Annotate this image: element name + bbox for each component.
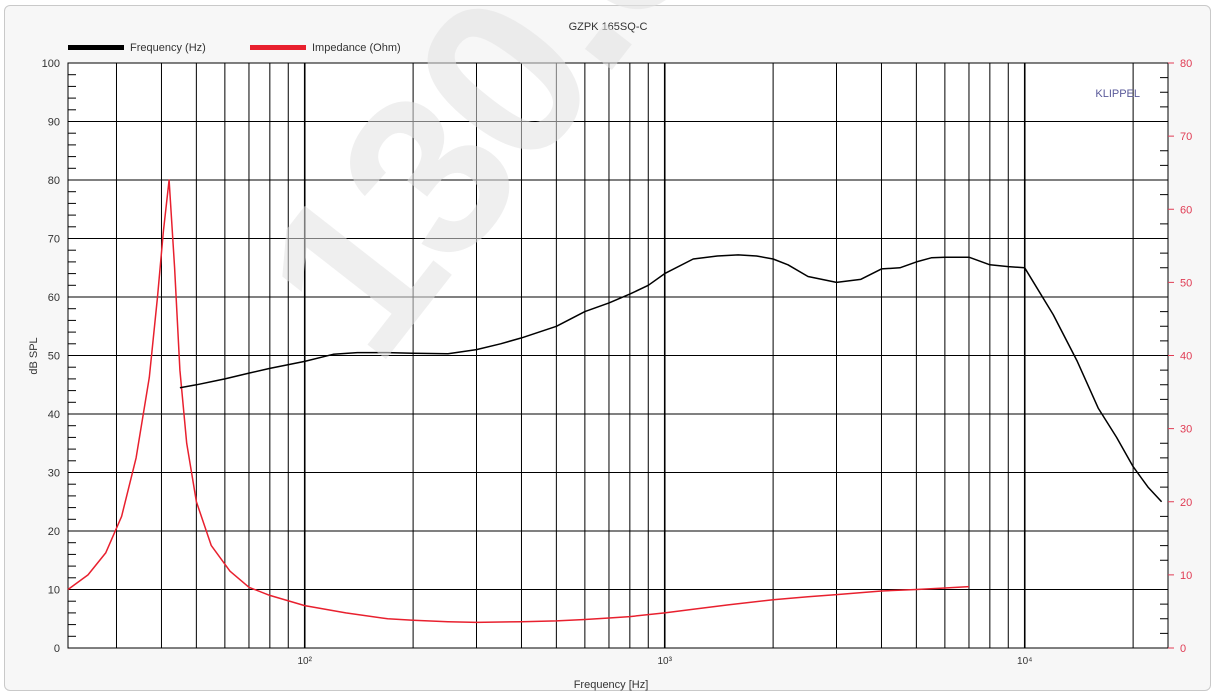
spl-line	[179, 254, 1163, 503]
y-tick-label: 10	[48, 585, 60, 597]
y2-tick-label: 0	[1180, 643, 1186, 655]
y-tick-label: 40	[48, 409, 60, 421]
y-tick-label: 20	[48, 526, 60, 538]
x-tick-label: 10²	[298, 656, 313, 667]
y-tick-label: 30	[48, 468, 60, 480]
y2-tick-label: 30	[1180, 424, 1192, 436]
legend-swatch-spl	[68, 45, 124, 50]
x-axis-label: Frequency [Hz]	[574, 679, 649, 691]
y2-tick-label: 40	[1180, 351, 1192, 363]
y-tick-label: 90	[48, 117, 60, 129]
y-tick-label: 70	[48, 234, 60, 246]
y-tick-label: 100	[42, 58, 60, 70]
y2-tick-label: 10	[1180, 570, 1192, 582]
y-axis-label: dB SPL	[28, 337, 40, 374]
legend-label-impedance: Impedance (Ohm)	[312, 42, 401, 54]
y-tick-label: 80	[48, 175, 60, 187]
legend-label-spl: Frequency (Hz)	[130, 42, 206, 54]
y2-tick-label: 20	[1180, 497, 1192, 509]
brand-label: KLIPPEL	[1095, 88, 1140, 100]
y2-tick-label: 50	[1180, 277, 1192, 289]
y-tick-label: 60	[48, 292, 60, 304]
y2-tick-label: 80	[1180, 58, 1192, 70]
impedance-line	[67, 179, 970, 624]
y-tick-label: 50	[48, 351, 60, 363]
x-tick-label: 10⁴	[1017, 656, 1032, 667]
y2-tick-label: 70	[1180, 131, 1192, 143]
chart-title: GZPK 165SQ-C	[569, 21, 648, 33]
y-tick-label: 0	[54, 643, 60, 655]
legend-swatch-impedance	[250, 45, 306, 50]
y2-tick-label: 60	[1180, 204, 1192, 216]
x-tick-label: 10³	[658, 656, 673, 667]
